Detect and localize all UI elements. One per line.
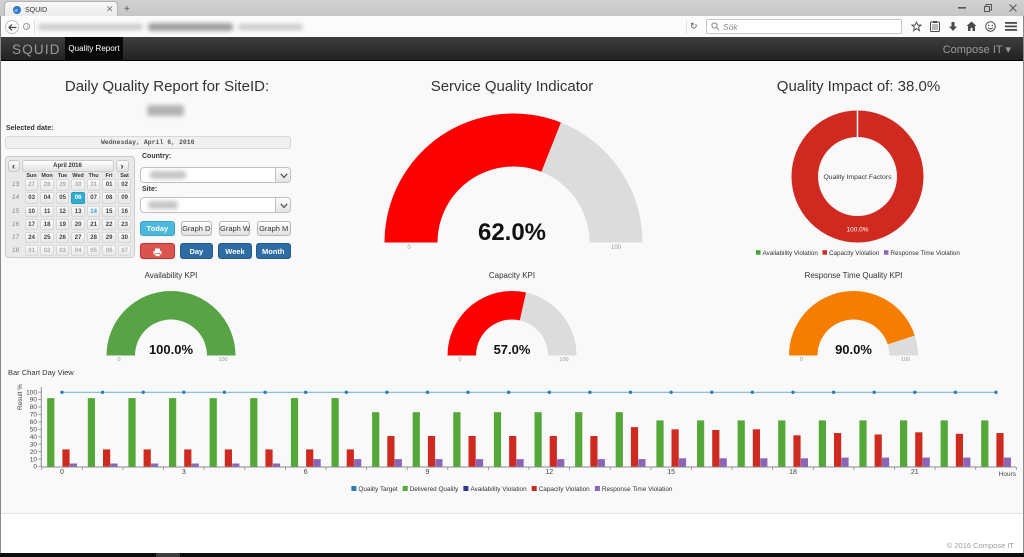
svg-text:100: 100 <box>218 357 227 363</box>
svg-text:90: 90 <box>30 397 38 404</box>
svg-text:Capacity Violation: Capacity Violation <box>539 486 590 493</box>
svg-text:Response Time Violation: Response Time Violation <box>890 250 960 257</box>
svg-text:30: 30 <box>30 441 38 448</box>
svg-text:80: 80 <box>30 404 38 411</box>
svg-text:40: 40 <box>30 434 38 441</box>
svg-text:20: 20 <box>30 449 38 456</box>
svg-text:Capacity Violation: Capacity Violation <box>829 250 880 257</box>
svg-text:21: 21 <box>911 469 919 476</box>
svg-text:100: 100 <box>901 357 910 363</box>
svg-text:9: 9 <box>426 469 430 476</box>
svg-text:0: 0 <box>458 357 461 363</box>
svg-text:100.0%: 100.0% <box>149 342 194 357</box>
svg-text:Result %: Result % <box>17 384 24 410</box>
svg-text:15: 15 <box>667 469 675 476</box>
svg-text:10: 10 <box>30 456 38 463</box>
svg-text:90.0%: 90.0% <box>835 342 872 357</box>
svg-text:Delivered Quality: Delivered Quality <box>410 486 459 493</box>
svg-text:0: 0 <box>117 357 120 363</box>
svg-text:Hours: Hours <box>999 471 1017 478</box>
svg-text:6: 6 <box>304 469 308 476</box>
svg-text:0: 0 <box>407 245 411 251</box>
svg-text:Response Time Violation: Response Time Violation <box>602 486 673 493</box>
svg-text:62.0%: 62.0% <box>478 219 546 246</box>
svg-text:Availability Violation: Availability Violation <box>470 486 527 493</box>
svg-text:60: 60 <box>30 419 38 426</box>
svg-text:0: 0 <box>33 464 37 471</box>
svg-text:100.0%: 100.0% <box>846 227 868 234</box>
svg-text:0: 0 <box>800 357 803 363</box>
svg-text:57.0%: 57.0% <box>494 342 531 357</box>
svg-text:3: 3 <box>182 469 186 476</box>
svg-text:50: 50 <box>30 427 38 434</box>
svg-text:Quality Impact Factors: Quality Impact Factors <box>824 174 893 181</box>
svg-text:Quality Target: Quality Target <box>358 486 398 493</box>
svg-text:70: 70 <box>30 412 38 419</box>
svg-text:100: 100 <box>26 389 37 396</box>
svg-text:100: 100 <box>559 357 568 363</box>
svg-text:Availability Violation: Availability Violation <box>763 250 819 257</box>
svg-text:12: 12 <box>545 469 553 476</box>
svg-text:100: 100 <box>611 245 622 251</box>
svg-text:18: 18 <box>789 469 797 476</box>
svg-text:0: 0 <box>60 469 64 476</box>
